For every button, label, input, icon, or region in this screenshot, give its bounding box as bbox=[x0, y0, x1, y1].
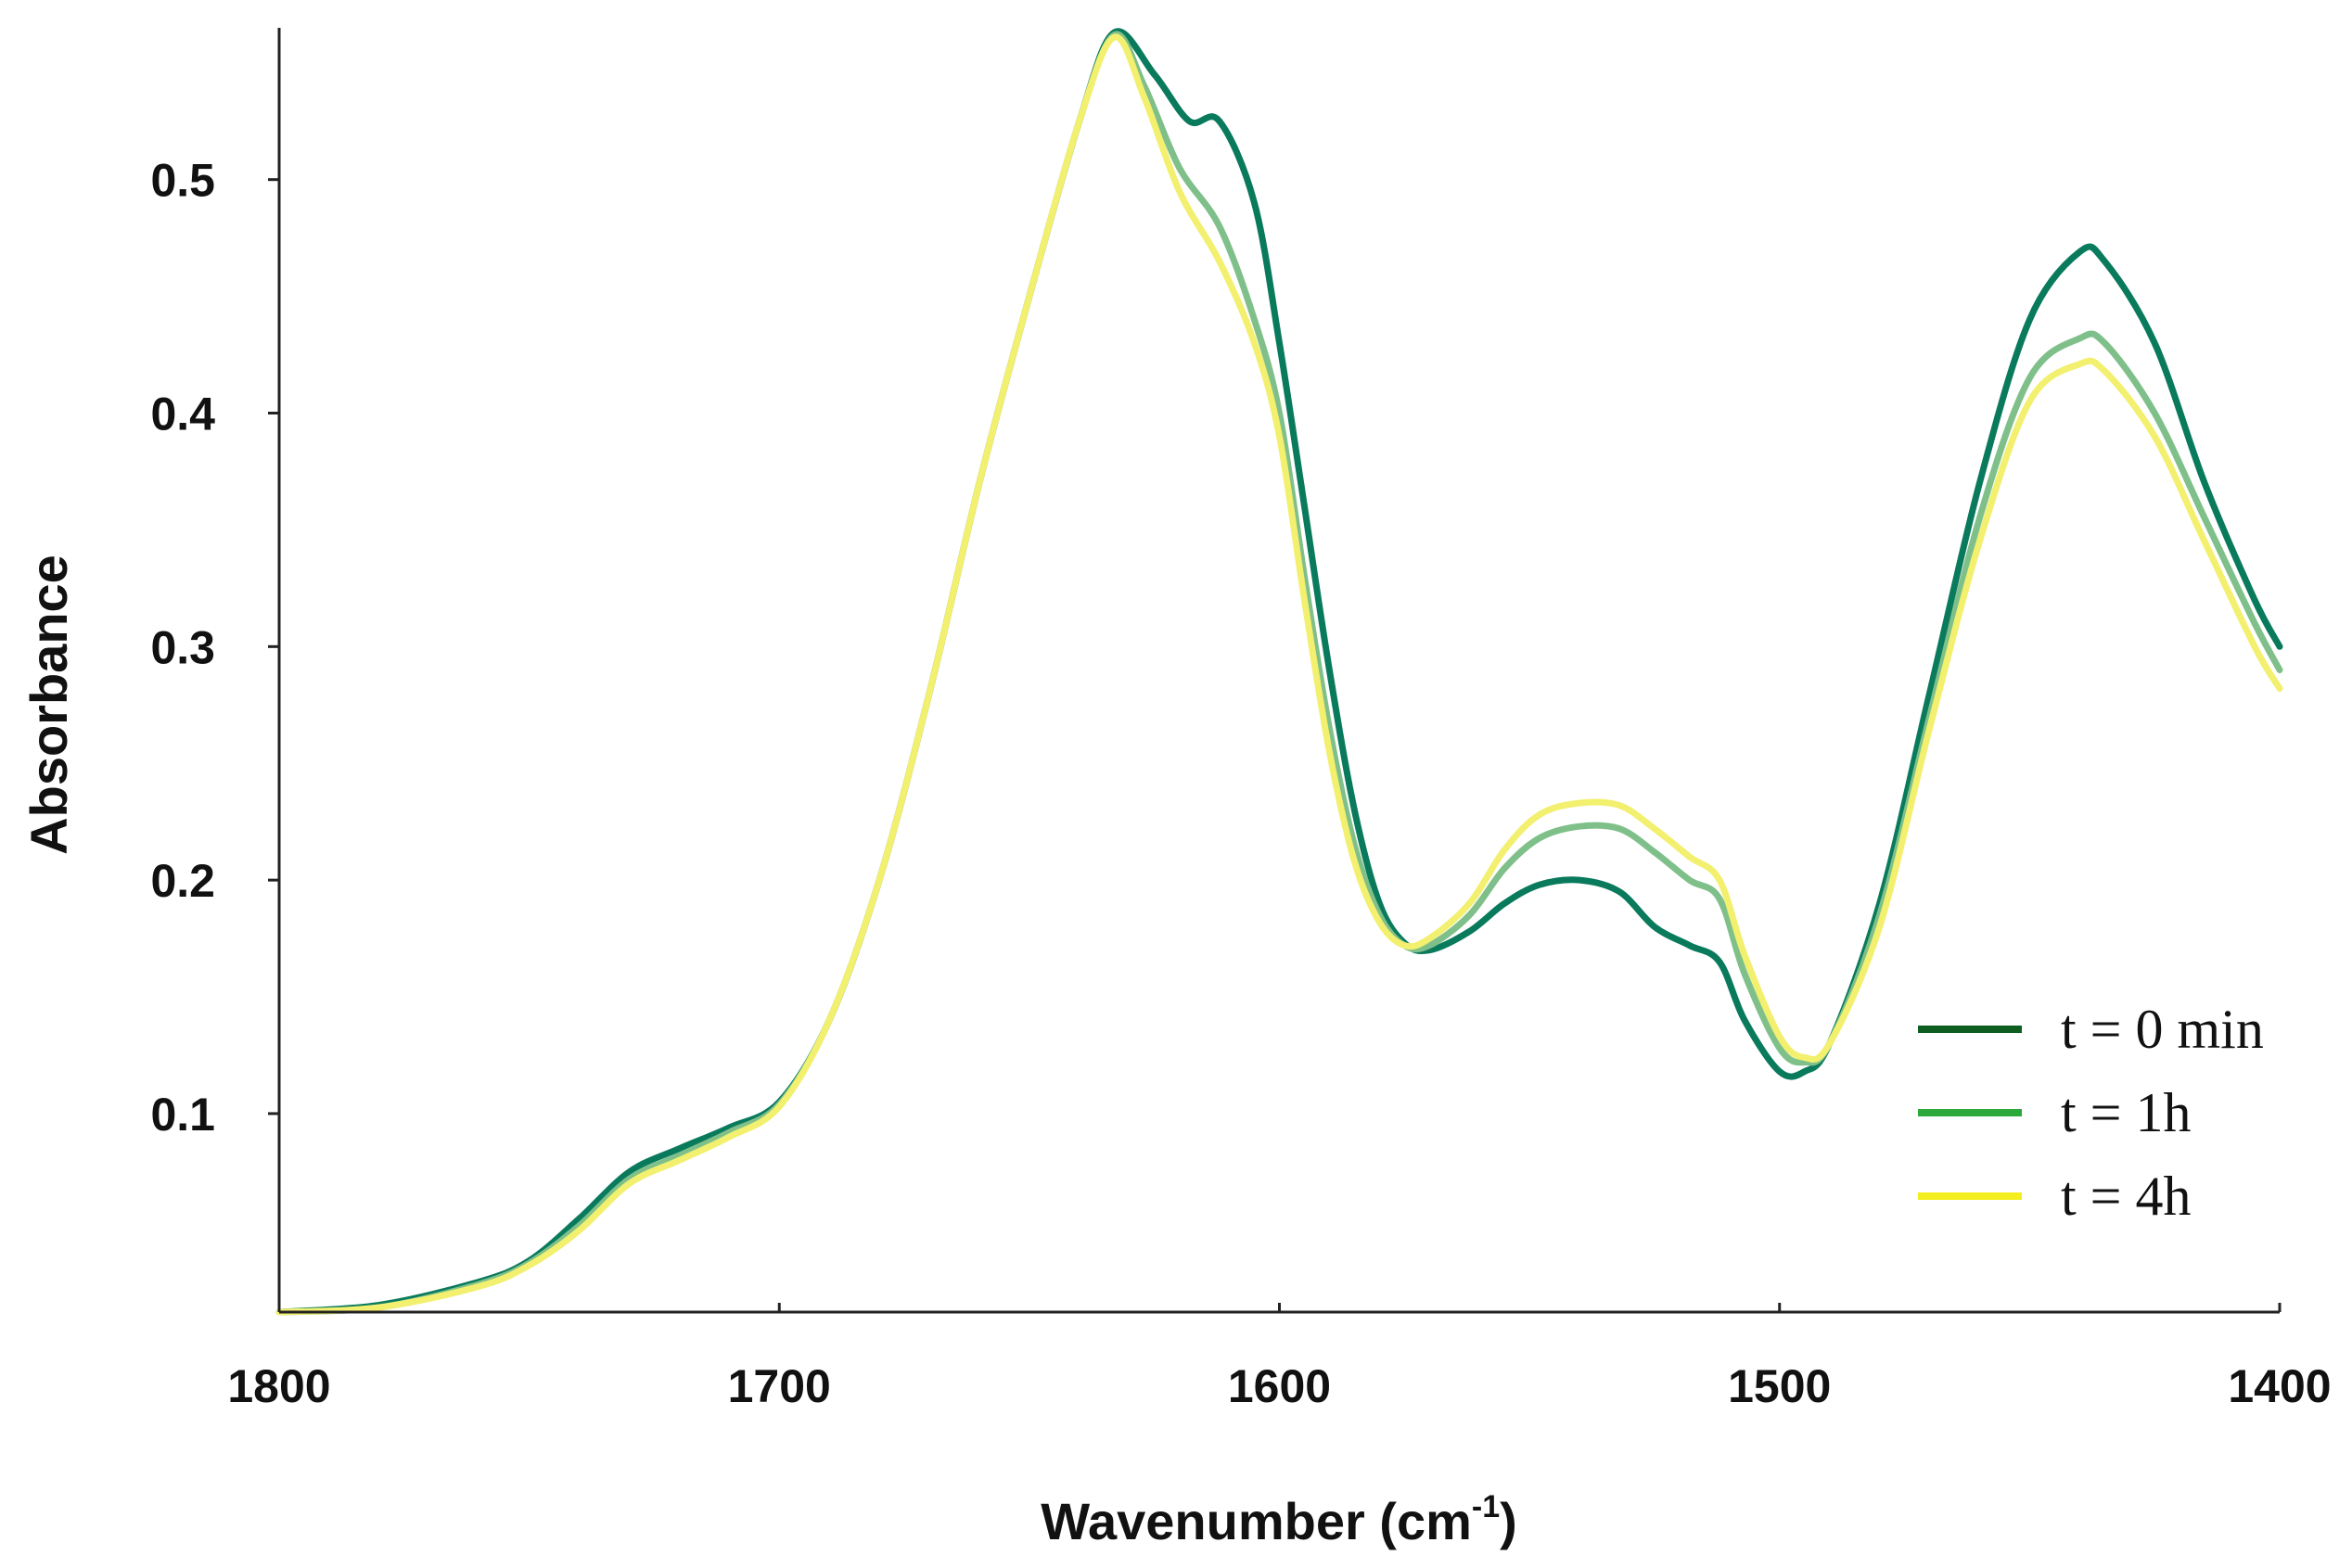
legend-label-0: t = 0 min bbox=[2061, 999, 2264, 1060]
y-tick-label: 0.4 bbox=[150, 389, 215, 440]
x-ticks: 1800 1700 1600 1500 1400 bbox=[227, 1303, 2332, 1412]
y-ticks: 0.1 0.2 0.3 0.4 0.5 bbox=[150, 155, 279, 1141]
x-tick-label: 1800 bbox=[227, 1360, 330, 1412]
x-axis-title-close: ) bbox=[1500, 1492, 1517, 1550]
series-line-2 bbox=[275, 33, 2283, 1316]
y-tick-label: 0.5 bbox=[150, 155, 215, 207]
y-tick-label: 0.2 bbox=[150, 855, 215, 907]
x-axis-title-main: Wavenumber (cm bbox=[1041, 1492, 1472, 1550]
legend-label-1: t = 1h bbox=[2061, 1082, 2192, 1143]
x-tick-label: 1500 bbox=[1728, 1360, 1831, 1412]
x-tick-label: 1400 bbox=[2228, 1360, 2331, 1412]
series-group bbox=[275, 28, 2283, 1316]
x-axis-title-superscript: -1 bbox=[1472, 1489, 1500, 1524]
series-line-1 bbox=[275, 31, 2283, 1316]
legend: t = 0 min t = 1h t = 4h bbox=[1918, 999, 2264, 1227]
x-tick-label: 1600 bbox=[1228, 1360, 1331, 1412]
legend-label-2: t = 4h bbox=[2061, 1166, 2192, 1227]
x-tick-label: 1700 bbox=[728, 1360, 831, 1412]
series-line-0 bbox=[275, 28, 2283, 1316]
y-tick-label: 0.1 bbox=[150, 1089, 215, 1141]
x-axis-title: Wavenumber (cm-1) bbox=[1041, 1489, 1517, 1550]
y-tick-label: 0.3 bbox=[150, 621, 215, 673]
y-axis-title: Absorbance bbox=[19, 555, 78, 855]
